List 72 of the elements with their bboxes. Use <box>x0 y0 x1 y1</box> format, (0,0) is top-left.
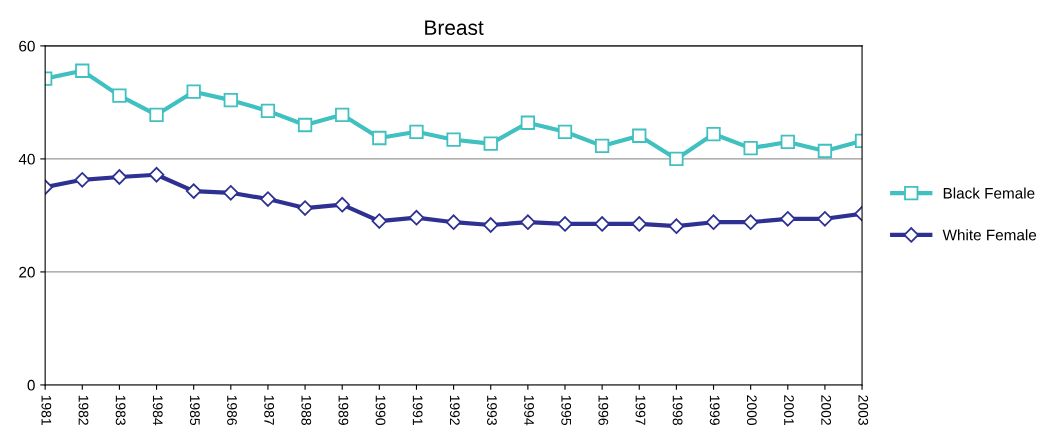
point <box>446 132 461 147</box>
point <box>557 124 573 139</box>
point <box>705 214 722 230</box>
point <box>186 84 201 99</box>
point <box>372 130 387 146</box>
point <box>260 191 276 207</box>
x-tick-label: 1988 <box>301 395 312 425</box>
point <box>371 213 388 229</box>
x-tick-label: 1981 <box>41 395 52 425</box>
x-tick-label: 2001 <box>784 395 794 425</box>
point <box>297 200 313 216</box>
x-tick-label: 2000 <box>746 395 757 426</box>
x-tick-label: 1997 <box>635 395 646 425</box>
point <box>594 216 610 232</box>
point <box>408 209 425 226</box>
point <box>483 136 498 151</box>
y-tick-label: 60 <box>19 40 35 52</box>
point <box>75 63 90 78</box>
x-tick-label: 2003 <box>858 395 869 425</box>
x-tick-label: 1994 <box>524 395 534 426</box>
point <box>335 107 350 122</box>
x-tick-label: 1983 <box>115 395 126 425</box>
point <box>149 107 164 122</box>
point <box>520 115 536 130</box>
y-tick-label: 0 <box>27 379 35 391</box>
point <box>185 183 202 199</box>
point <box>334 196 350 213</box>
x-tick-label: 1998 <box>672 395 683 425</box>
point <box>520 214 536 230</box>
point <box>74 172 91 188</box>
point <box>482 217 499 233</box>
legend-label: Black Female <box>943 187 1035 199</box>
point <box>817 143 833 159</box>
x-tick-label: 1984 <box>152 395 163 426</box>
point <box>409 124 424 139</box>
x-tick-label: 1999 <box>709 395 720 425</box>
point <box>632 128 647 143</box>
x-tick-label: 1986 <box>227 395 237 425</box>
y-tick-label: 40 <box>18 153 35 165</box>
point <box>631 216 648 232</box>
x-tick-label: 1991 <box>412 395 423 425</box>
x-tick-label: 1982 <box>78 395 89 425</box>
chart-title: Breast <box>425 20 484 35</box>
point <box>297 117 313 133</box>
y-tick-label: 20 <box>19 266 35 278</box>
point <box>742 214 759 230</box>
point <box>111 169 128 185</box>
x-tick-label: 1989 <box>338 395 349 425</box>
point <box>445 214 462 230</box>
point <box>743 141 758 156</box>
point <box>669 151 684 167</box>
x-tick-label: 1990 <box>375 395 386 426</box>
point <box>706 126 721 142</box>
point <box>557 216 573 232</box>
legend-label: White Female <box>942 229 1037 241</box>
point <box>260 103 276 119</box>
x-tick-label: 2002 <box>821 395 832 425</box>
point <box>148 166 165 183</box>
point <box>594 138 610 154</box>
x-tick-label: 1996 <box>598 395 609 425</box>
point <box>223 185 239 201</box>
x-tick-label: 1995 <box>561 395 572 425</box>
x-tick-label: 1985 <box>189 395 200 425</box>
x-tick-label: 1992 <box>449 395 460 425</box>
point <box>817 211 833 227</box>
point <box>112 88 127 103</box>
point <box>780 211 796 227</box>
point <box>668 218 685 234</box>
point <box>223 92 238 108</box>
x-tick-label: 1993 <box>487 395 497 425</box>
point <box>780 134 795 150</box>
x-tick-label: 1987 <box>264 395 275 425</box>
